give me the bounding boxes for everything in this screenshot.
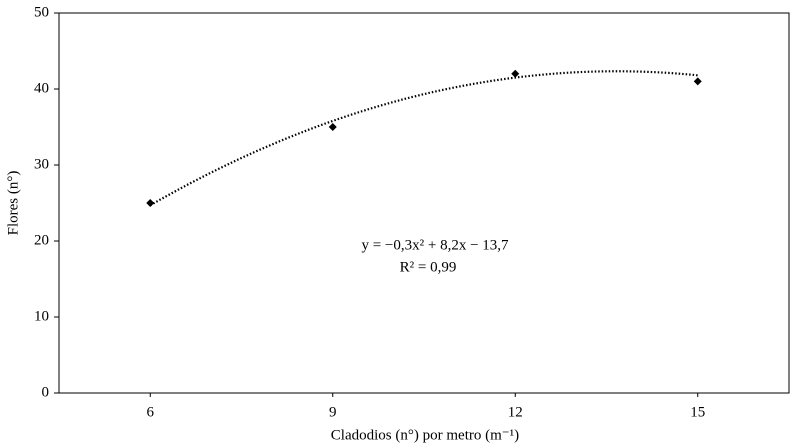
plot-frame	[58, 12, 790, 394]
x-tick-label: 9	[329, 404, 337, 420]
y-tick-label: 20	[34, 232, 49, 248]
x-axis-label: Cladodios (n°) por metro (m⁻¹)	[331, 427, 519, 443]
y-tick-label: 0	[42, 384, 50, 400]
point	[328, 123, 337, 131]
trendline-equation: y = −0,3x² + 8,2x − 13,7	[361, 237, 509, 253]
point	[511, 69, 520, 78]
y-tick-label: 50	[34, 4, 49, 20]
y-tick-label: 30	[34, 156, 49, 172]
y-axis-label: Flores (n°)	[5, 171, 21, 236]
x-tick-label: 12	[508, 404, 523, 420]
y-tick-label: 40	[34, 80, 49, 96]
trendline-r2: R² = 0,99	[400, 259, 457, 275]
x-tick-label: 6	[147, 404, 155, 420]
point	[693, 77, 702, 86]
trendline	[149, 70, 698, 207]
y-tick-label: 10	[34, 308, 49, 324]
point	[146, 199, 155, 207]
x-tick-label: 15	[690, 404, 705, 420]
